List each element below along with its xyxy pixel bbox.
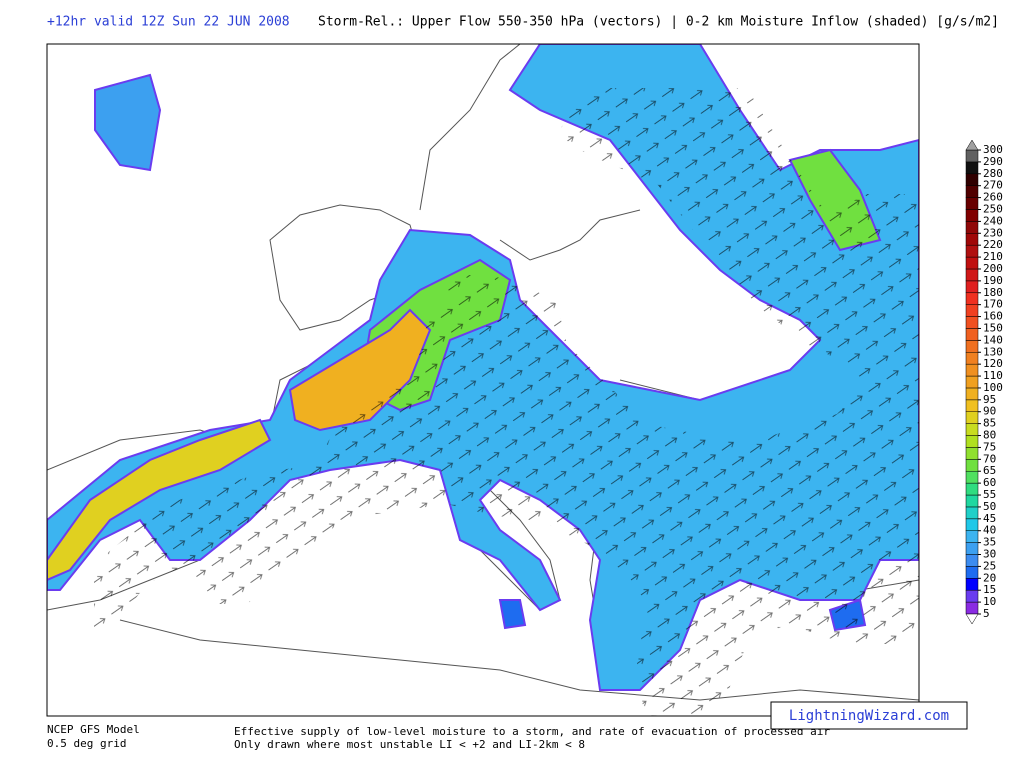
- colorbar-label: 230: [983, 226, 1003, 239]
- model-name: NCEP GFS Model: [47, 723, 140, 736]
- colorbar-label: 75: [983, 440, 996, 453]
- colorbar-box: [965, 399, 979, 412]
- colorbar-box: [965, 447, 979, 460]
- colorbar-label: 5: [983, 607, 990, 620]
- colorbar-label: 80: [983, 429, 996, 442]
- colorbar-box: [965, 268, 979, 282]
- colorbar-box: [965, 185, 979, 198]
- colorbar-box: [965, 506, 979, 520]
- colorbar-box: [965, 375, 979, 389]
- colorbar-label: 280: [983, 167, 1003, 180]
- map-title: Storm-Rel.: Upper Flow 550-350 hPa (vect…: [318, 15, 999, 30]
- colorbar-box: [965, 459, 979, 472]
- colorbar-label: 120: [983, 357, 1003, 370]
- colorbar-label: 15: [983, 583, 996, 596]
- colorbar-label: 180: [983, 286, 1003, 299]
- map-frame: [46, 43, 920, 717]
- colorbar-box: [965, 411, 979, 424]
- colorbar-box: [965, 328, 979, 341]
- colorbar-box: [965, 280, 979, 294]
- colorbar-box: [965, 601, 979, 615]
- colorbar-label: 150: [983, 321, 1003, 334]
- colorbar-box: [965, 566, 979, 579]
- colorbar-box: [965, 304, 979, 317]
- colorbar-label: 200: [983, 262, 1003, 275]
- colorbar-label: 85: [983, 417, 996, 430]
- colorbar-box: [965, 352, 979, 365]
- colorbar-label: 270: [983, 179, 1003, 192]
- colorbar-box: [965, 244, 979, 258]
- colorbar-label: 35: [983, 536, 996, 549]
- colorbar-box: [965, 589, 979, 603]
- colorbar-label: 160: [983, 310, 1003, 323]
- colorbar-box: [965, 470, 979, 484]
- colorbar-over: [965, 139, 979, 151]
- colorbar-label: 40: [983, 524, 996, 537]
- colorbar-label: 50: [983, 500, 996, 513]
- colorbar-box: [965, 518, 979, 531]
- colorbar-box: [965, 554, 979, 567]
- colorbar-box: [965, 197, 979, 210]
- description: Effective supply of low-level moisture t…: [234, 725, 830, 738]
- watermark-box: [770, 701, 968, 730]
- watermark: LightningWizard.com: [789, 708, 949, 724]
- colorbar-label: 130: [983, 345, 1003, 358]
- colorbar-box: [965, 435, 979, 448]
- colorbar-box: [965, 209, 979, 222]
- colorbar-label: 25: [983, 559, 996, 572]
- colorbar-label: 20: [983, 571, 996, 584]
- colorbar-label: 240: [983, 214, 1003, 227]
- description: Only drawn where most unstable LI < +2 a…: [234, 738, 585, 751]
- colorbar-label: 190: [983, 274, 1003, 287]
- colorbar-label: 100: [983, 381, 1003, 394]
- colorbar-label: 260: [983, 191, 1003, 204]
- colorbar-box: [965, 221, 979, 234]
- colorbar-label: 290: [983, 155, 1003, 168]
- colorbar-box: [965, 387, 979, 401]
- colorbar-box: [965, 161, 979, 175]
- colorbar-box: [965, 316, 979, 329]
- colorbar-label: 70: [983, 452, 996, 465]
- colorbar-label: 95: [983, 393, 996, 406]
- colorbar-label: 90: [983, 405, 996, 418]
- colorbar-label: 220: [983, 238, 1003, 251]
- colorbar-label: 45: [983, 512, 996, 525]
- colorbar-label: 10: [983, 595, 996, 608]
- colorbar-label: 250: [983, 202, 1003, 215]
- colorbar-box: [965, 494, 979, 508]
- colorbar-box: [965, 530, 979, 543]
- colorbar-box: [965, 256, 979, 270]
- colorbar-box: [965, 292, 979, 305]
- colorbar-box: [965, 173, 979, 186]
- colorbar-box: [965, 149, 979, 163]
- colorbar-label: 170: [983, 298, 1003, 311]
- colorbar-box: [965, 340, 979, 353]
- colorbar-label: 30: [983, 548, 996, 561]
- colorbar-box: [965, 233, 979, 246]
- grid-resolution: 0.5 deg grid: [47, 737, 126, 750]
- colorbar-label: 65: [983, 464, 996, 477]
- colorbar-box: [965, 423, 979, 436]
- colorbar-box: [965, 578, 979, 591]
- valid-time: +12hr valid 12Z Sun 22 JUN 2008: [47, 15, 290, 30]
- colorbar-label: 210: [983, 250, 1003, 263]
- colorbar-label: 55: [983, 488, 996, 501]
- colorbar-box: [965, 363, 979, 377]
- colorbar-box: [965, 482, 979, 496]
- colorbar-label: 60: [983, 476, 996, 489]
- colorbar-label: 140: [983, 333, 1003, 346]
- colorbar: 5101520253035404550556065707580859095100…: [965, 139, 1003, 625]
- colorbar-label: 300: [983, 143, 1003, 156]
- colorbar-under: [965, 613, 979, 625]
- colorbar-box: [965, 542, 979, 555]
- colorbar-label: 110: [983, 369, 1003, 382]
